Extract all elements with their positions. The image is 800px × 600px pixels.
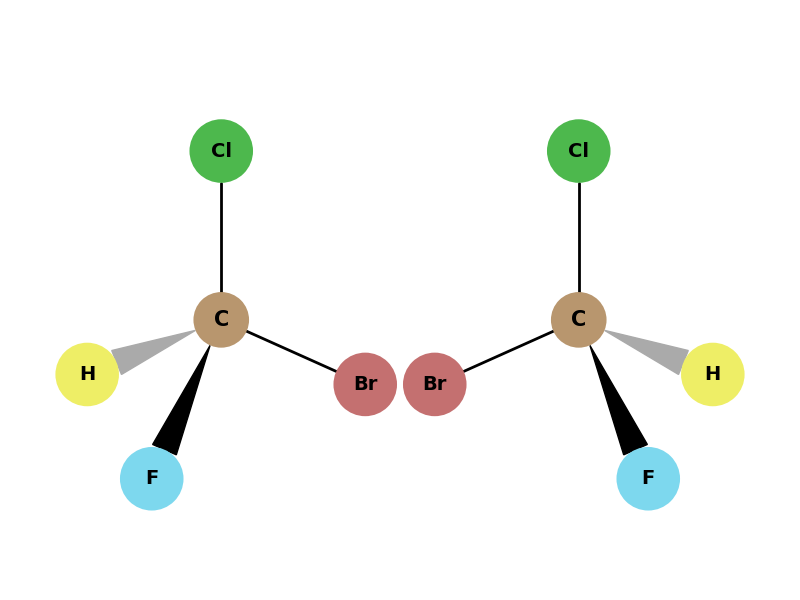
- Polygon shape: [153, 346, 210, 455]
- Circle shape: [334, 353, 397, 416]
- Circle shape: [551, 292, 606, 347]
- Text: Cl: Cl: [210, 142, 232, 161]
- Text: Br: Br: [353, 375, 378, 394]
- Text: H: H: [705, 365, 721, 384]
- Text: H: H: [79, 365, 95, 384]
- Circle shape: [547, 119, 610, 183]
- Circle shape: [194, 292, 249, 347]
- Text: F: F: [145, 469, 158, 488]
- Text: Cl: Cl: [568, 142, 590, 161]
- Polygon shape: [112, 331, 195, 374]
- Polygon shape: [590, 346, 647, 455]
- Circle shape: [190, 119, 253, 183]
- Circle shape: [55, 343, 119, 406]
- Polygon shape: [605, 331, 688, 374]
- Text: C: C: [571, 310, 586, 330]
- Circle shape: [681, 343, 745, 406]
- Text: F: F: [642, 469, 655, 488]
- Text: Br: Br: [422, 375, 447, 394]
- Text: C: C: [214, 310, 229, 330]
- Circle shape: [403, 353, 466, 416]
- Circle shape: [120, 447, 183, 511]
- Circle shape: [617, 447, 680, 511]
